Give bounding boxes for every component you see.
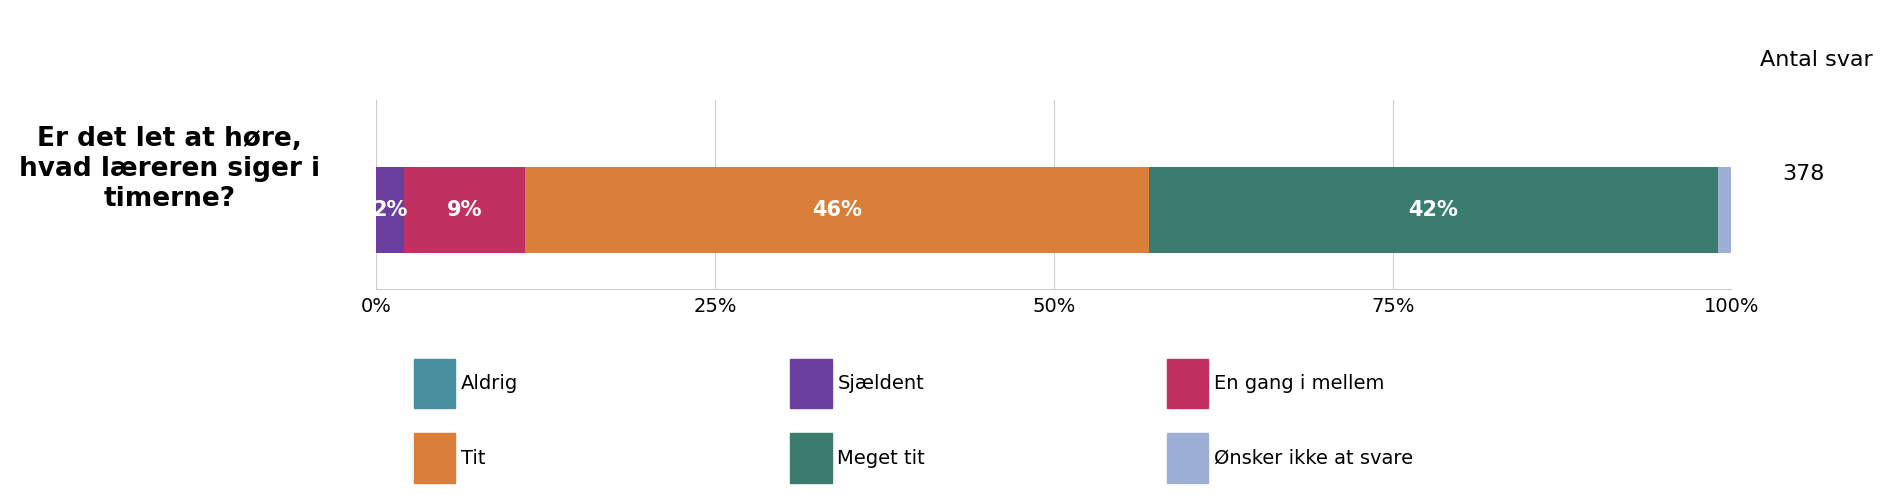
Text: Er det let at høre,
hvad læreren siger i
timerne?: Er det let at høre, hvad læreren siger i… [19, 126, 320, 212]
Text: Sjældent: Sjældent [837, 374, 924, 393]
Bar [403, 167, 525, 253]
Bar [376, 167, 403, 253]
Bar [525, 167, 1148, 253]
Text: Meget tit: Meget tit [837, 449, 926, 468]
Text: 46%: 46% [813, 200, 862, 220]
Text: 378: 378 [1782, 164, 1826, 184]
Bar [1718, 167, 1731, 253]
Bar [1148, 167, 1718, 253]
Text: Tit: Tit [461, 449, 486, 468]
Text: 9%: 9% [446, 200, 482, 220]
Text: Ønsker ikke at svare: Ønsker ikke at svare [1214, 449, 1413, 468]
Text: 42%: 42% [1408, 200, 1459, 220]
Text: En gang i mellem: En gang i mellem [1214, 374, 1385, 393]
Text: 2%: 2% [373, 200, 408, 220]
Text: Antal svar: Antal svar [1760, 50, 1873, 70]
Text: Aldrig: Aldrig [461, 374, 518, 393]
